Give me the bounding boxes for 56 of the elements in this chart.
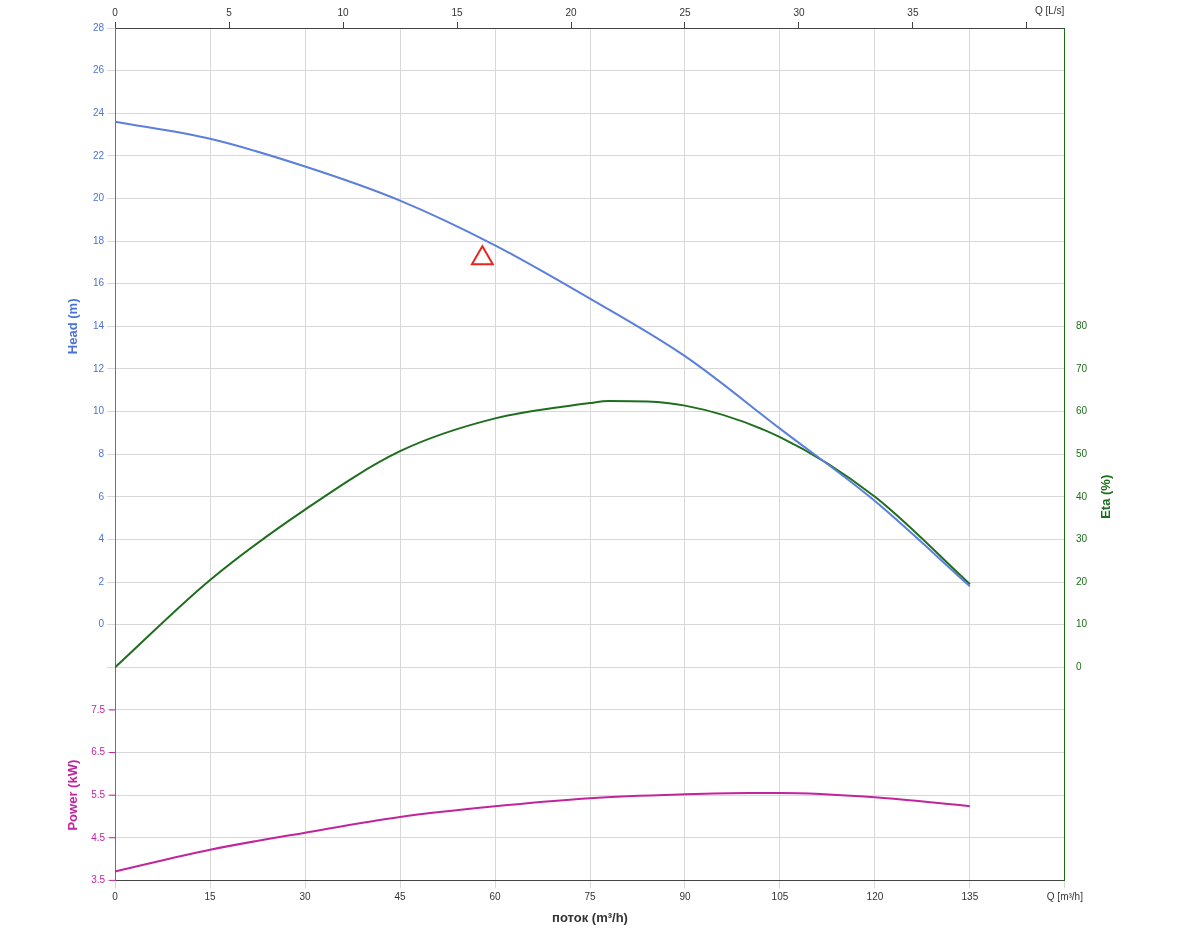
x-tick-label: 30 xyxy=(299,891,312,903)
x-tick-label: 105 xyxy=(771,891,789,903)
y-tick-label: 18 xyxy=(93,234,105,246)
x2-tick-label: 10 xyxy=(337,6,350,18)
x-tick-label: 45 xyxy=(394,891,407,903)
y-axis-title: Head (m) xyxy=(64,298,80,355)
y3-tick-label: 4.5 xyxy=(91,831,106,843)
y3-tick-label: 5.5 xyxy=(91,788,106,800)
line-series xyxy=(115,792,971,873)
x2-tick-label: 15 xyxy=(451,6,464,18)
x2-tick-label: 5 xyxy=(226,6,233,18)
x-tick-label: 60 xyxy=(489,891,502,903)
x-tick-label: 120 xyxy=(866,891,884,903)
y3-tick-label: 3.5 xyxy=(91,874,106,886)
x-axis-title: поток (m³/h) xyxy=(552,909,628,925)
y2-axis-title: Eta (%) xyxy=(1098,474,1114,519)
y-tick-label: 22 xyxy=(93,149,105,161)
x-tick-label: 15 xyxy=(204,891,217,903)
y3-tick-label: 7.5 xyxy=(91,703,106,715)
y2-tick-label: 70 xyxy=(1075,362,1088,374)
y-tick-label: 26 xyxy=(93,64,105,76)
y-tick-label: 2 xyxy=(98,575,105,587)
x2-tick-label: 25 xyxy=(679,6,691,18)
y3-axis-title: Power (kW) xyxy=(64,759,80,831)
y-tick-label: 10 xyxy=(93,405,105,417)
y2-tick-label: 30 xyxy=(1075,533,1088,545)
x-tick-label: 135 xyxy=(961,891,979,903)
y2-tick-label: 50 xyxy=(1075,447,1088,459)
x2-tick-label: 35 xyxy=(907,6,919,18)
y-tick-label: 28 xyxy=(93,21,105,33)
y2-tick-label: 10 xyxy=(1075,618,1088,630)
y-tick-label: 4 xyxy=(98,533,105,545)
y-tick-label: 16 xyxy=(93,277,105,289)
y2-tick-label: 40 xyxy=(1075,490,1088,502)
x-tick-label: 90 xyxy=(679,891,691,903)
x-tick-label: 75 xyxy=(584,891,596,903)
y-tick-label: 20 xyxy=(93,192,105,204)
y-tick-label: 6 xyxy=(98,490,105,502)
y-tick-label: 14 xyxy=(93,320,105,332)
y3-tick-label: 6.5 xyxy=(91,746,106,758)
line-series xyxy=(115,399,971,669)
y2-tick-label: 0 xyxy=(1075,661,1082,673)
line-series xyxy=(115,120,971,588)
y-tick-label: 24 xyxy=(93,106,105,118)
x2-tick-label: 0 xyxy=(112,6,119,18)
x2-tick-label: 20 xyxy=(565,6,577,18)
x2-tick-label: 30 xyxy=(793,6,805,18)
y2-tick-label: 20 xyxy=(1075,575,1088,587)
y-tick-label: 8 xyxy=(98,447,105,459)
y-tick-label: 0 xyxy=(98,618,105,630)
y-tick-label: 12 xyxy=(93,362,105,374)
y2-tick-label: 60 xyxy=(1075,405,1088,417)
y2-tick-label: 80 xyxy=(1075,320,1088,332)
x-tick-label: Q [m³/h] xyxy=(1046,891,1084,903)
x2-axis-title: Q [L/s] xyxy=(1034,4,1065,16)
x-tick-label: 0 xyxy=(112,891,119,903)
